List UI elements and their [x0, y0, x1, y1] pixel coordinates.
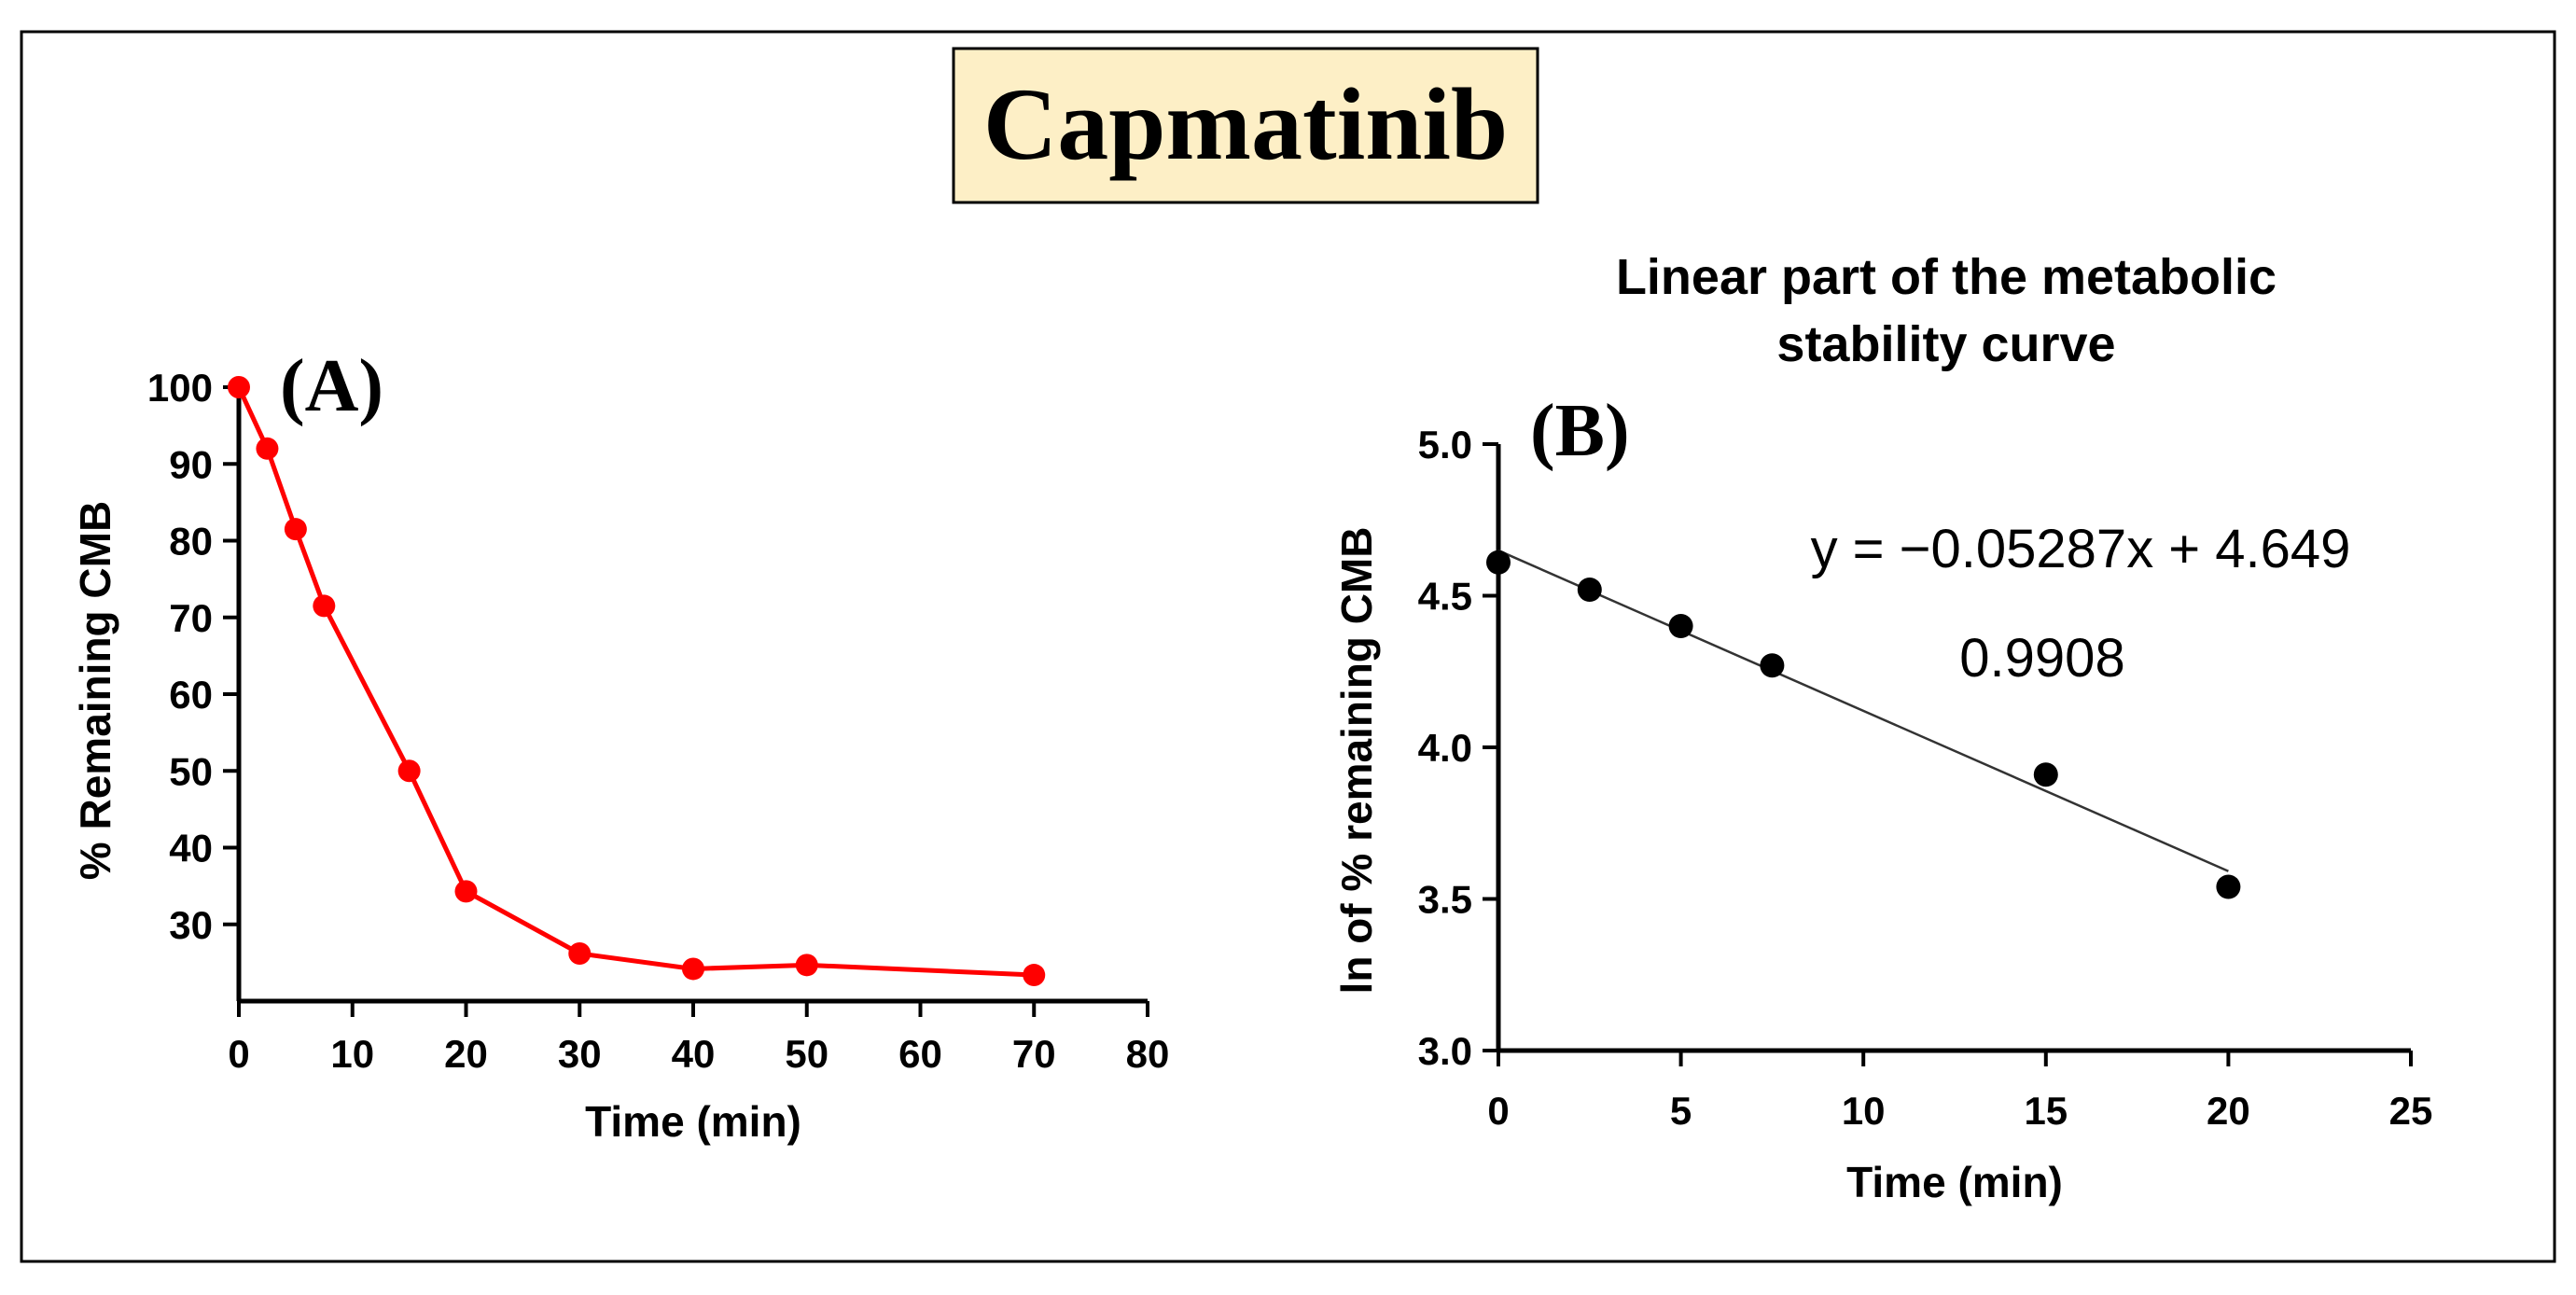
panel-a-x-tick-label: 70	[1012, 1032, 1056, 1076]
panel-b-y-tick-label: 5.0	[1418, 423, 1472, 466]
panel-a-point	[256, 437, 279, 460]
panel-b-title-line-1: Linear part of the metabolic	[1616, 249, 2277, 305]
panel-b-y-tick-label: 4.5	[1418, 575, 1472, 619]
panel-a-point	[228, 376, 250, 398]
panel-a-label: (A)	[280, 345, 383, 427]
panel-b-x-tick-label: 15	[2024, 1089, 2068, 1133]
panel-b-point	[2216, 874, 2241, 899]
panel-b-point	[1760, 653, 1785, 678]
panel-b-y-tick-label: 4.0	[1418, 726, 1472, 770]
panel-a-x-tick-label: 60	[898, 1032, 942, 1076]
panel-a-y-tick-label: 90	[169, 442, 213, 486]
panel-b-x-tick-label: 0	[1487, 1089, 1509, 1133]
panel-b-y-tick-label: 3.5	[1418, 878, 1472, 922]
regression-line	[1497, 549, 2229, 872]
figure-title: Capmatinib	[983, 67, 1508, 181]
panel-b-x-tick-label: 10	[1842, 1089, 1886, 1133]
panel-a-x-label: Time (min)	[585, 1097, 801, 1146]
panel-a-point	[568, 942, 592, 966]
panel-a-x-tick-label: 30	[558, 1032, 602, 1076]
panel-b-label: (B)	[1530, 390, 1630, 472]
panel-a-point	[1023, 964, 1046, 987]
panel-b: Linear part of the metabolic stability c…	[1332, 249, 2432, 1206]
panel-a-y-tick-label: 70	[169, 596, 213, 640]
panel-b-x-tick-label: 25	[2389, 1089, 2433, 1133]
figure-frame	[20, 30, 2556, 1263]
panel-a: (A) 0 10 20 30 40 50 60 70 80 30 40 50 60 70 80 90 100 T…	[71, 345, 1169, 1146]
panel-b-fit	[1497, 549, 2229, 872]
panel-b-x-tick-label: 5	[1670, 1089, 1692, 1133]
panel-a-x-tick-label: 10	[330, 1032, 374, 1076]
fit-r2: 0.9908	[1959, 628, 2124, 689]
panel-a-x-tick-label: 40	[672, 1032, 716, 1076]
panel-b-point	[1486, 550, 1511, 575]
panel-a-point	[313, 594, 336, 618]
panel-b-x-label: Time (min)	[1846, 1158, 2063, 1206]
panel-b-series	[1486, 550, 2241, 899]
panel-a-y-label: % Remaining CMB	[71, 501, 119, 880]
panel-a-series	[228, 376, 1046, 987]
panel-a-x-tick-label: 50	[785, 1032, 828, 1076]
panel-a-point	[284, 518, 307, 541]
panel-a-point	[454, 880, 478, 903]
panel-a-x-tick-label: 20	[444, 1032, 488, 1076]
panel-a-y-tick-label: 30	[169, 903, 213, 947]
panel-a-y-tick-label: 50	[169, 749, 213, 793]
panel-b-point	[1577, 578, 1602, 602]
panel-a-y-tick-label: 60	[169, 673, 213, 717]
panel-b-ticks: 0 5 10 15 20 25 3.0 3.5 4.0 4.5 5.0	[1418, 423, 2433, 1133]
panel-b-y-label: ln of % remaining CMB	[1332, 527, 1381, 995]
panel-a-y-tick-label: 80	[169, 520, 213, 564]
panel-a-x-tick-label: 80	[1126, 1032, 1170, 1076]
panel-a-series-line	[236, 385, 1035, 978]
panel-b-x-tick-label: 20	[2207, 1089, 2250, 1133]
panel-b-title-line-2: stability curve	[1776, 316, 2115, 372]
panel-a-point	[397, 759, 421, 783]
panel-a-x-tick-label: 0	[228, 1032, 249, 1076]
panel-a-point	[795, 954, 818, 977]
panel-a-ticks: 0 10 20 30 40 50 60 70 80 30 40 50 60 70 80 90 100	[147, 366, 1169, 1076]
panel-b-point	[1668, 614, 1693, 638]
panel-a-y-tick-label: 40	[169, 827, 213, 870]
title-box	[952, 47, 1539, 204]
panel-a-y-tick-label: 100	[147, 366, 213, 410]
panel-b-point	[2033, 762, 2058, 787]
panel-b-y-tick-label: 3.0	[1418, 1029, 1472, 1073]
panel-a-point	[682, 957, 704, 981]
fit-equation: y = −0.05287x + 4.649	[1811, 519, 2351, 579]
